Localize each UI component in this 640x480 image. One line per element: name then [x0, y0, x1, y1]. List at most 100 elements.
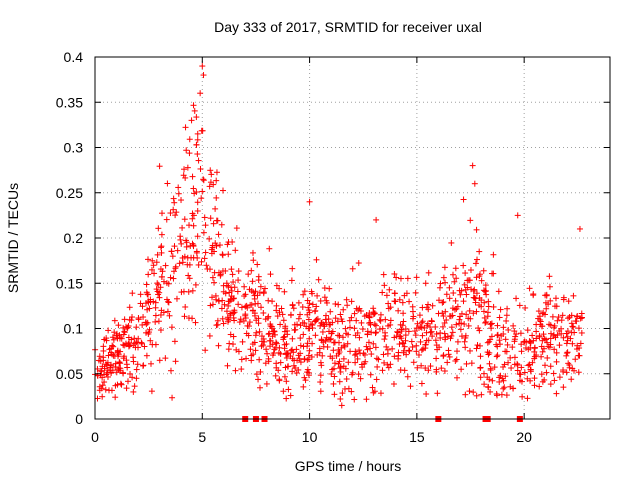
data-point	[248, 357, 255, 364]
data-point	[452, 357, 459, 364]
data-point	[370, 340, 377, 347]
data-point	[277, 321, 284, 328]
data-point	[126, 342, 133, 349]
data-point	[317, 379, 324, 386]
data-point	[242, 311, 249, 318]
data-point	[337, 368, 344, 375]
data-point	[504, 305, 511, 312]
data-point	[413, 325, 420, 332]
data-point	[423, 329, 430, 336]
data-point	[210, 181, 217, 188]
data-point	[218, 221, 225, 228]
data-point	[517, 371, 524, 378]
peak-point	[373, 216, 380, 223]
data-point	[171, 243, 178, 250]
data-point	[541, 311, 548, 318]
data-point	[211, 269, 218, 276]
data-point	[101, 365, 108, 372]
data-point	[480, 308, 487, 315]
data-point	[466, 388, 473, 395]
data-point	[482, 288, 489, 295]
data-point	[363, 396, 370, 403]
data-point	[183, 147, 190, 154]
data-point	[143, 281, 150, 288]
data-point	[403, 290, 410, 297]
data-point	[446, 353, 453, 360]
data-point	[385, 305, 392, 312]
data-point	[382, 316, 389, 323]
data-point	[395, 352, 402, 359]
data-point	[201, 255, 208, 262]
data-point	[297, 359, 304, 366]
data-point	[323, 299, 330, 306]
data-point	[419, 332, 426, 339]
data-point	[449, 312, 456, 319]
data-point	[404, 275, 411, 282]
data-point	[162, 262, 169, 269]
data-point	[477, 374, 484, 381]
grid	[95, 57, 610, 419]
data-point	[335, 301, 342, 308]
data-point	[300, 383, 307, 390]
data-point	[193, 141, 200, 148]
data-point	[321, 285, 328, 292]
data-point	[537, 318, 544, 325]
y-tick-label: 0.05	[56, 366, 83, 382]
data-point	[249, 307, 256, 314]
data-point	[473, 274, 480, 281]
data-point	[314, 292, 321, 299]
data-point	[355, 307, 362, 314]
data-point	[547, 341, 554, 348]
data-point	[229, 238, 236, 245]
data-point	[144, 306, 151, 313]
data-point	[512, 333, 519, 340]
data-point	[124, 325, 131, 332]
data-point	[359, 326, 366, 333]
data-point	[252, 332, 259, 339]
data-point	[104, 362, 111, 369]
data-point	[260, 342, 267, 349]
data-point	[344, 340, 351, 347]
y-tick-label: 0	[75, 411, 83, 427]
data-point	[464, 277, 471, 284]
data-point	[148, 388, 155, 395]
data-point	[120, 331, 127, 338]
data-point	[316, 345, 323, 352]
data-point	[497, 306, 504, 313]
data-point	[514, 362, 521, 369]
data-point	[539, 348, 546, 355]
data-point	[393, 274, 400, 281]
data-point	[134, 339, 141, 346]
data-point	[442, 279, 449, 286]
data-point	[374, 363, 381, 370]
data-point	[514, 360, 521, 367]
data-point	[457, 291, 464, 298]
data-point	[168, 248, 175, 255]
data-point	[466, 307, 473, 314]
data-point	[503, 317, 510, 324]
data-point	[230, 341, 237, 348]
data-point	[225, 251, 232, 258]
data-point	[336, 365, 343, 372]
data-point	[236, 319, 243, 326]
data-point	[572, 356, 579, 363]
data-point	[241, 293, 248, 300]
data-point	[472, 299, 479, 306]
data-point	[422, 365, 429, 372]
data-point	[220, 320, 227, 327]
y-tick-label: 0.1	[64, 321, 84, 337]
data-point	[174, 247, 181, 254]
data-point	[552, 334, 559, 341]
data-point	[213, 194, 220, 201]
data-point	[454, 374, 461, 381]
data-point	[234, 288, 241, 295]
data-point	[308, 353, 315, 360]
data-point	[261, 285, 268, 292]
data-point	[471, 294, 478, 301]
data-point	[228, 293, 235, 300]
data-point	[526, 361, 533, 368]
data-point	[313, 256, 320, 263]
data-point	[511, 338, 518, 345]
data-points	[92, 63, 586, 422]
data-point	[518, 341, 525, 348]
